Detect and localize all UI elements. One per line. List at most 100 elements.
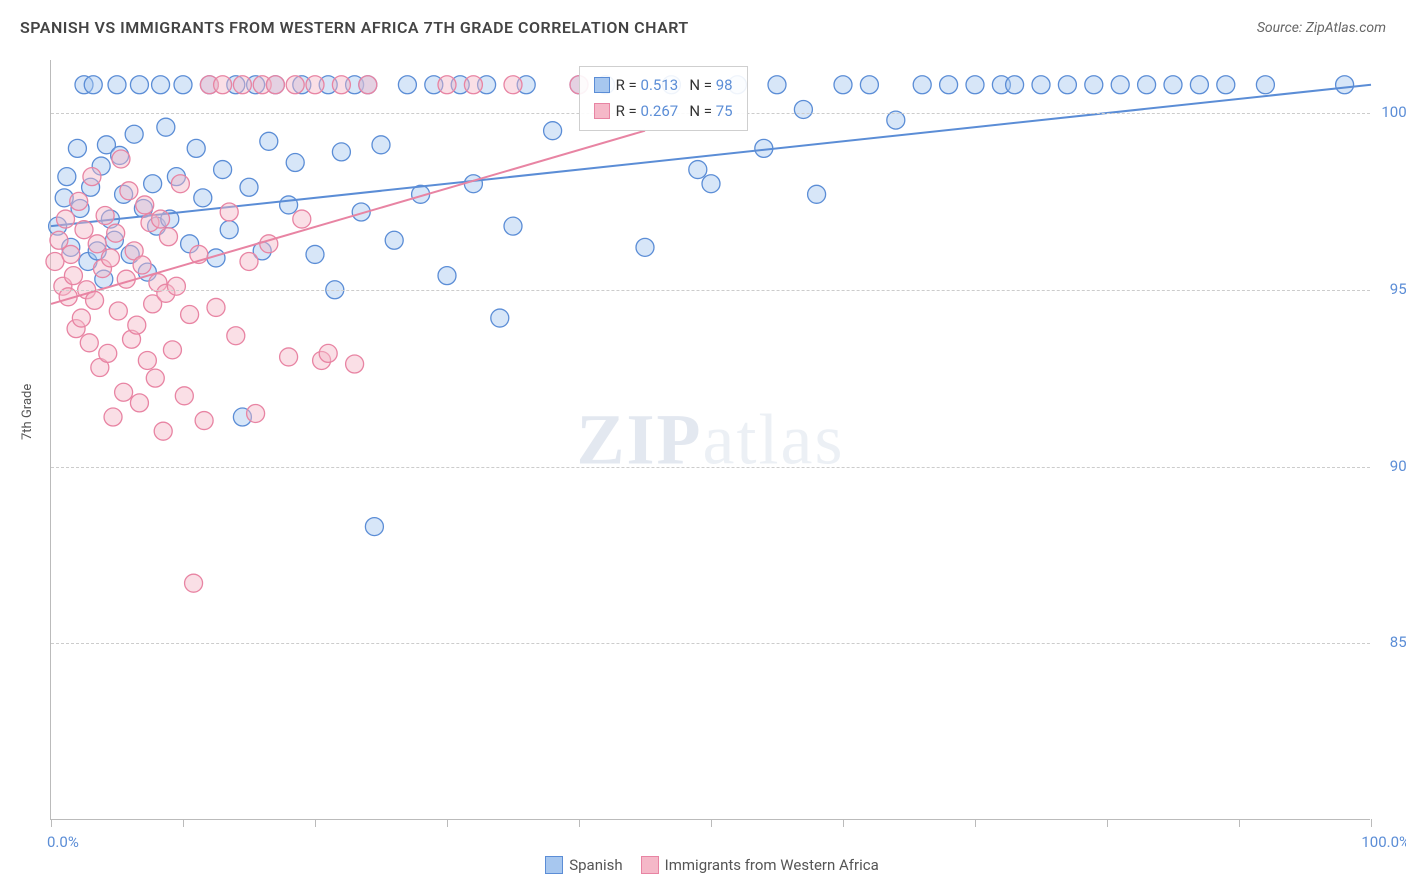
- data-point: [491, 309, 509, 327]
- data-point: [286, 154, 304, 172]
- data-point: [187, 139, 205, 157]
- data-point: [83, 168, 101, 186]
- data-point: [214, 76, 232, 94]
- data-point: [75, 221, 93, 239]
- y-tick-label: 95.0%: [1390, 280, 1406, 298]
- data-point: [306, 76, 324, 94]
- y-tick-label: 100.0%: [1381, 103, 1406, 121]
- data-point: [62, 245, 80, 263]
- data-point: [1085, 76, 1103, 94]
- stats-row: R = 0.267 N = 75: [594, 99, 733, 125]
- data-point: [174, 76, 192, 94]
- data-point: [68, 139, 86, 157]
- data-point: [359, 76, 377, 94]
- data-point: [70, 192, 88, 210]
- data-point: [438, 76, 456, 94]
- data-point: [860, 76, 878, 94]
- data-point: [544, 122, 562, 140]
- data-point: [1058, 76, 1076, 94]
- stats-box: R = 0.513 N = 98R = 0.267 N = 75: [579, 66, 748, 131]
- stats-row: R = 0.513 N = 98: [594, 73, 733, 99]
- data-point: [146, 369, 164, 387]
- data-point: [240, 178, 258, 196]
- title-row: SPANISH VS IMMIGRANTS FROM WESTERN AFRIC…: [20, 18, 1386, 37]
- y-tick-label: 90.0%: [1390, 457, 1406, 475]
- data-point: [84, 76, 102, 94]
- data-point: [175, 387, 193, 405]
- data-point: [154, 422, 172, 440]
- data-point: [120, 182, 138, 200]
- y-axis-title: 7th Grade: [20, 384, 35, 440]
- data-point: [1138, 76, 1156, 94]
- data-point: [104, 408, 122, 426]
- data-point: [163, 341, 181, 359]
- stats-swatch: [594, 103, 610, 119]
- data-point: [702, 175, 720, 193]
- gridline: [51, 467, 1370, 468]
- x-tick: [1107, 819, 1108, 827]
- x-tick: [183, 819, 184, 827]
- data-point: [57, 210, 75, 228]
- chart-title: SPANISH VS IMMIGRANTS FROM WESTERN AFRIC…: [20, 18, 689, 37]
- data-point: [207, 298, 225, 316]
- data-point: [808, 185, 826, 203]
- data-point: [1190, 76, 1208, 94]
- data-point: [159, 228, 177, 246]
- data-point: [247, 404, 265, 422]
- stats-swatch: [594, 77, 610, 93]
- data-point: [144, 175, 162, 193]
- data-point: [1032, 76, 1050, 94]
- data-point: [1164, 76, 1182, 94]
- data-point: [794, 100, 812, 118]
- data-point: [99, 344, 117, 362]
- data-point: [966, 76, 984, 94]
- data-point: [306, 245, 324, 263]
- data-point: [58, 168, 76, 186]
- scatter-svg: [51, 60, 1370, 819]
- data-point: [372, 136, 390, 154]
- data-point: [636, 238, 654, 256]
- data-point: [112, 150, 130, 168]
- data-point: [280, 348, 298, 366]
- data-point: [438, 267, 456, 285]
- stats-n-value: 98: [716, 76, 733, 94]
- data-point: [138, 351, 156, 369]
- data-point: [504, 76, 522, 94]
- stats-r-value: 0.513: [641, 76, 679, 94]
- data-point: [109, 302, 127, 320]
- data-point: [293, 210, 311, 228]
- data-point: [913, 76, 931, 94]
- data-point: [834, 76, 852, 94]
- data-point: [80, 334, 98, 352]
- stats-r-value: 0.267: [641, 102, 679, 120]
- data-point: [332, 143, 350, 161]
- x-tick: [975, 819, 976, 827]
- data-point: [504, 217, 522, 235]
- data-point: [107, 224, 125, 242]
- data-point: [319, 344, 337, 362]
- y-tick-label: 85.0%: [1390, 633, 1406, 651]
- data-point: [1111, 76, 1129, 94]
- data-point: [195, 412, 213, 430]
- data-point: [152, 210, 170, 228]
- data-point: [346, 355, 364, 373]
- data-point: [136, 196, 154, 214]
- data-point: [88, 235, 106, 253]
- data-point: [1336, 76, 1354, 94]
- data-point: [133, 256, 151, 274]
- data-point: [214, 161, 232, 179]
- data-point: [227, 327, 245, 345]
- x-tick: [51, 819, 52, 827]
- data-point: [332, 76, 350, 94]
- data-point: [194, 189, 212, 207]
- data-point: [385, 231, 403, 249]
- x-tick: [843, 819, 844, 827]
- data-point: [130, 394, 148, 412]
- x-tick: [711, 819, 712, 827]
- data-point: [220, 203, 238, 221]
- data-point: [280, 196, 298, 214]
- data-point: [260, 132, 278, 150]
- x-tick: [315, 819, 316, 827]
- data-point: [220, 221, 238, 239]
- stats-n-value: 75: [716, 102, 733, 120]
